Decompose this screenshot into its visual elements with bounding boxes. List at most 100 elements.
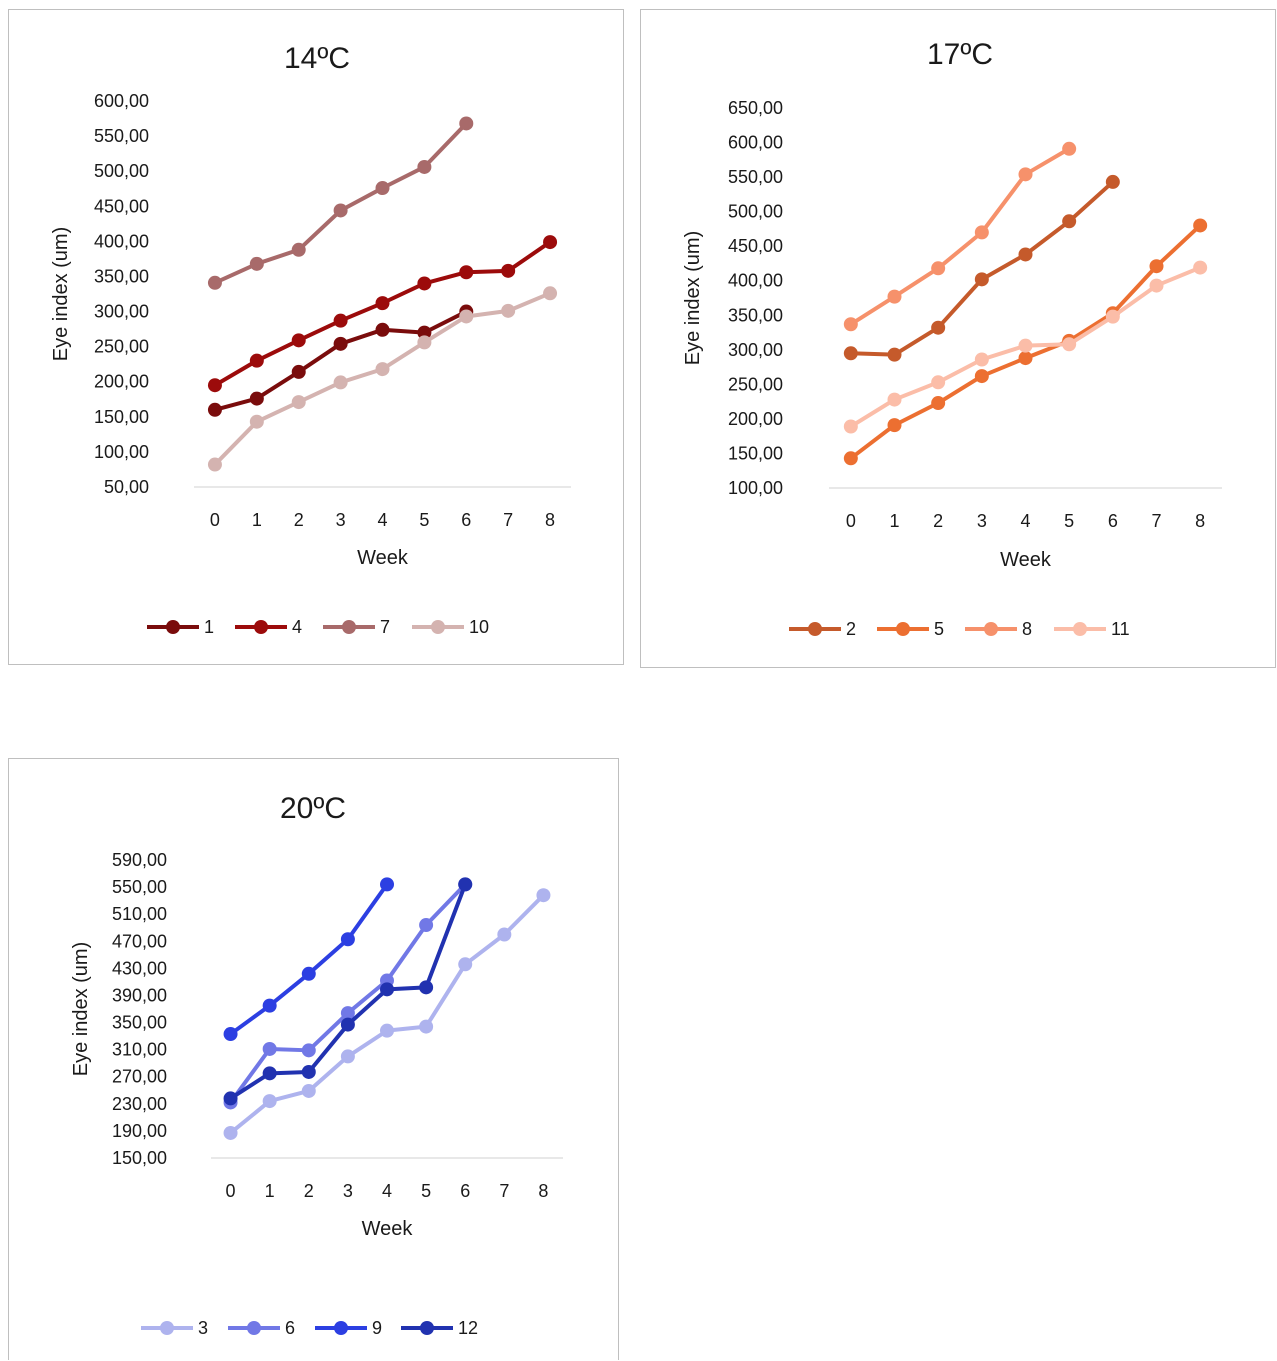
data-point-series-10 bbox=[375, 362, 390, 377]
x-tick-label: 2 bbox=[294, 510, 304, 530]
data-point-series-2 bbox=[974, 272, 989, 287]
data-point-series-6 bbox=[301, 1043, 316, 1058]
x-tick-label: 3 bbox=[977, 511, 987, 531]
x-axis-label: Week bbox=[357, 547, 409, 569]
data-point-series-4 bbox=[375, 296, 390, 311]
data-point-series-7 bbox=[291, 242, 306, 257]
data-point-series-10 bbox=[207, 457, 222, 472]
data-point-series-3 bbox=[223, 1125, 238, 1140]
data-point-series-10 bbox=[543, 286, 558, 301]
y-tick-label: 390,00 bbox=[112, 985, 167, 1005]
data-point-series-3 bbox=[536, 888, 551, 903]
data-point-series-3 bbox=[262, 1094, 277, 1109]
x-tick-label: 8 bbox=[545, 510, 555, 530]
y-tick-label: 350,00 bbox=[728, 305, 783, 325]
data-point-series-12 bbox=[380, 982, 394, 997]
data-point-series-9 bbox=[223, 1027, 238, 1042]
data-point-series-11 bbox=[1193, 260, 1208, 275]
legend-label-10: 10 bbox=[469, 617, 489, 637]
data-point-series-9 bbox=[262, 998, 277, 1013]
legend-marker-8 bbox=[984, 622, 998, 636]
chart-20c: 20ºC 590,00 550,00 510,00 470,00 430,00 390,00… bbox=[70, 792, 563, 1338]
data-point-series-11 bbox=[1062, 337, 1077, 352]
data-point-series-5 bbox=[974, 369, 989, 384]
x-tick-label: 3 bbox=[343, 1181, 353, 1201]
y-axis-label: Eye index (um) bbox=[682, 231, 704, 366]
x-tick-label: 1 bbox=[265, 1181, 275, 1201]
y-tick-label: 500,00 bbox=[728, 202, 783, 222]
legend-label-1: 1 bbox=[204, 617, 214, 637]
x-tick-label: 1 bbox=[252, 510, 262, 530]
data-point-series-11 bbox=[1105, 309, 1120, 324]
legend-marker-9 bbox=[334, 1321, 348, 1335]
y-tick-label: 200,00 bbox=[94, 372, 149, 392]
data-point-series-4 bbox=[291, 333, 306, 348]
y-tick-label: 350,00 bbox=[94, 266, 149, 286]
x-tick-label: 8 bbox=[538, 1181, 548, 1201]
data-point-series-10 bbox=[291, 395, 306, 410]
legend-label-6: 6 bbox=[285, 1318, 295, 1338]
data-point-series-8 bbox=[974, 225, 989, 240]
data-point-series-10 bbox=[459, 309, 474, 324]
data-point-series-9 bbox=[340, 932, 355, 947]
data-point-series-10 bbox=[333, 375, 348, 390]
data-point-series-10 bbox=[417, 335, 432, 350]
data-point-series-1 bbox=[417, 325, 432, 340]
y-tick-label: 500,00 bbox=[94, 161, 149, 181]
data-point-series-3 bbox=[380, 1023, 394, 1038]
data-point-series-11 bbox=[931, 375, 946, 390]
series-line-8 bbox=[848, 146, 1072, 327]
data-point-series-7 bbox=[459, 116, 474, 131]
y-tick-label: 100,00 bbox=[728, 478, 783, 498]
data-point-series-4 bbox=[417, 276, 432, 291]
data-point-series-5 bbox=[1149, 259, 1164, 274]
data-point-series-4 bbox=[543, 235, 558, 250]
data-point-series-4 bbox=[459, 265, 474, 280]
y-tick-label: 600,00 bbox=[728, 133, 783, 153]
data-point-series-2 bbox=[1062, 214, 1077, 229]
data-point-series-12 bbox=[419, 980, 434, 995]
x-tick-label: 8 bbox=[1195, 511, 1205, 531]
data-point-series-5 bbox=[1018, 351, 1033, 366]
y-tick-label: 550,00 bbox=[112, 877, 167, 897]
x-tick-label: 5 bbox=[421, 1181, 431, 1201]
data-point-series-12 bbox=[301, 1064, 316, 1079]
legend-label-4: 4 bbox=[292, 617, 302, 637]
y-tick-label: 150,00 bbox=[728, 443, 783, 463]
x-tick-label: 7 bbox=[1151, 511, 1161, 531]
data-point-series-6 bbox=[340, 1006, 355, 1021]
y-tick-label: 300,00 bbox=[94, 302, 149, 322]
legend-marker-12 bbox=[420, 1321, 434, 1335]
y-tick-label: 250,00 bbox=[94, 337, 149, 357]
x-tick-label: 5 bbox=[419, 510, 429, 530]
data-point-series-10 bbox=[249, 414, 264, 429]
x-tick-label: 4 bbox=[377, 510, 387, 530]
legend-marker-1 bbox=[166, 620, 180, 634]
data-point-series-1 bbox=[207, 402, 222, 417]
legend-marker-2 bbox=[808, 622, 822, 636]
y-tick-label: 200,00 bbox=[728, 409, 783, 429]
data-point-series-5 bbox=[843, 451, 858, 466]
y-tick-label: 270,00 bbox=[112, 1067, 167, 1087]
data-point-series-2 bbox=[887, 347, 902, 362]
x-tick-label: 4 bbox=[1020, 511, 1030, 531]
data-point-series-3 bbox=[419, 1019, 434, 1034]
x-axis-label: Week bbox=[362, 1218, 414, 1240]
data-point-series-1 bbox=[291, 364, 306, 379]
data-point-series-3 bbox=[301, 1083, 316, 1098]
y-tick-label: 300,00 bbox=[728, 340, 783, 360]
y-tick-label: 400,00 bbox=[728, 271, 783, 291]
data-point-series-11 bbox=[974, 352, 989, 367]
series-line-2 bbox=[848, 179, 1115, 357]
x-tick-label: 6 bbox=[461, 510, 471, 530]
y-tick-label: 400,00 bbox=[94, 231, 149, 251]
data-point-series-5 bbox=[887, 418, 902, 433]
data-point-series-12 bbox=[223, 1091, 238, 1106]
x-tick-label: 4 bbox=[382, 1181, 392, 1201]
data-point-series-6 bbox=[262, 1041, 277, 1056]
x-tick-label: 0 bbox=[210, 510, 220, 530]
y-tick-label: 430,00 bbox=[112, 958, 167, 978]
data-point-series-8 bbox=[1018, 167, 1033, 182]
legend-marker-4 bbox=[254, 620, 268, 634]
x-tick-label: 5 bbox=[1064, 511, 1074, 531]
